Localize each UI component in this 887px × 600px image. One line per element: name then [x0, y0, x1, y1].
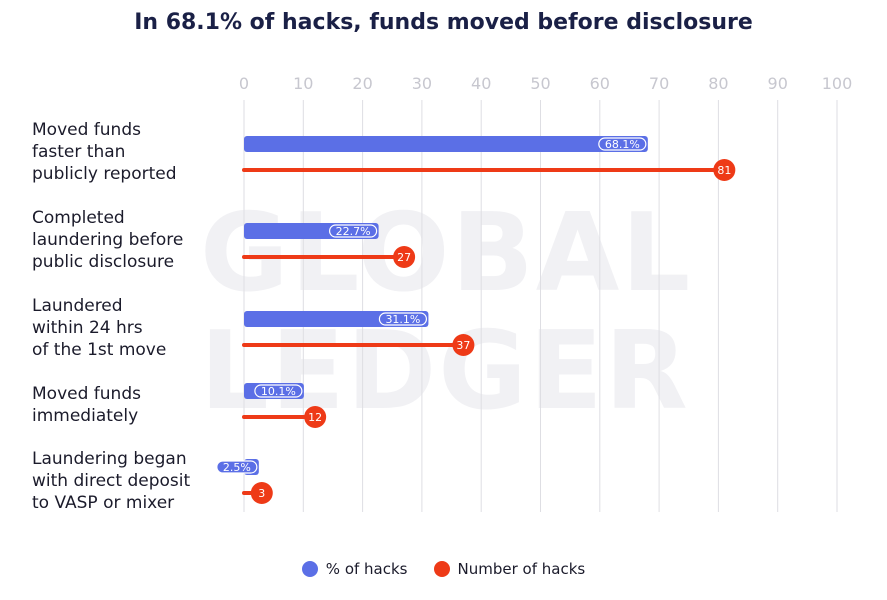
data-label-pill	[216, 460, 258, 474]
watermark-line-2: LEDGER	[200, 309, 690, 434]
x-tick-label: 40	[471, 74, 491, 93]
x-tick-label: 100	[822, 74, 853, 93]
data-label-number: 81	[717, 164, 731, 177]
data-label-number: 37	[456, 339, 470, 352]
chart-title: In 68.1% of hacks, funds moved before di…	[134, 10, 753, 35]
data-label-number: 3	[258, 487, 265, 500]
data-label-pill	[378, 312, 428, 326]
watermark-logo: GLOBAL LEDGER	[200, 195, 740, 431]
data-label-number: 12	[308, 411, 322, 424]
legend-swatch-number	[433, 561, 450, 577]
legend-item-percent: % of hacks	[301, 560, 408, 578]
lollipop-head	[304, 406, 327, 428]
data-label-pill	[598, 137, 647, 151]
data-label-percent: 68.1%	[605, 138, 640, 151]
lollipop-head	[250, 482, 273, 504]
x-tick-label: 50	[530, 74, 550, 93]
category-label: Laundered within 24 hrs of the 1st move	[32, 296, 167, 360]
data-label-percent: 31.1%	[385, 313, 420, 326]
lollipop-head	[452, 334, 475, 356]
lollipop-head	[713, 159, 736, 181]
x-tick-label: 80	[708, 74, 728, 93]
data-label-number: 27	[397, 251, 411, 264]
legend: % of hacks Number of hacks	[0, 560, 887, 578]
category-label: Moved funds faster than publicly reporte…	[32, 120, 177, 184]
data-label-percent: 10.1%	[261, 385, 296, 398]
x-tick-label: 90	[768, 74, 788, 93]
lollipop-head	[393, 246, 416, 268]
data-label-percent: 22.7%	[336, 225, 371, 238]
legend-swatch-percent	[301, 561, 318, 577]
category-label: Completed laundering before public discl…	[32, 208, 184, 272]
x-tick-label: 60	[590, 74, 610, 93]
legend-item-number: Number of hacks	[433, 560, 586, 578]
watermark-line-1: GLOBAL	[200, 191, 693, 316]
x-tick-label: 10	[293, 74, 313, 93]
x-tick-label: 20	[352, 74, 372, 93]
data-label-pill	[254, 384, 303, 398]
category-label: Laundering began with direct deposit to …	[32, 449, 191, 513]
data-label-pill	[329, 224, 378, 238]
x-tick-label: 70	[649, 74, 669, 93]
data-label-percent: 2.5%	[223, 461, 251, 474]
x-tick-label: 30	[412, 74, 432, 93]
x-tick-label: 0	[239, 74, 249, 93]
category-label: Moved funds immediately	[32, 384, 141, 426]
bar-percent	[244, 136, 648, 152]
legend-label-number: Number of hacks	[457, 560, 586, 578]
legend-label-percent: % of hacks	[325, 560, 408, 578]
